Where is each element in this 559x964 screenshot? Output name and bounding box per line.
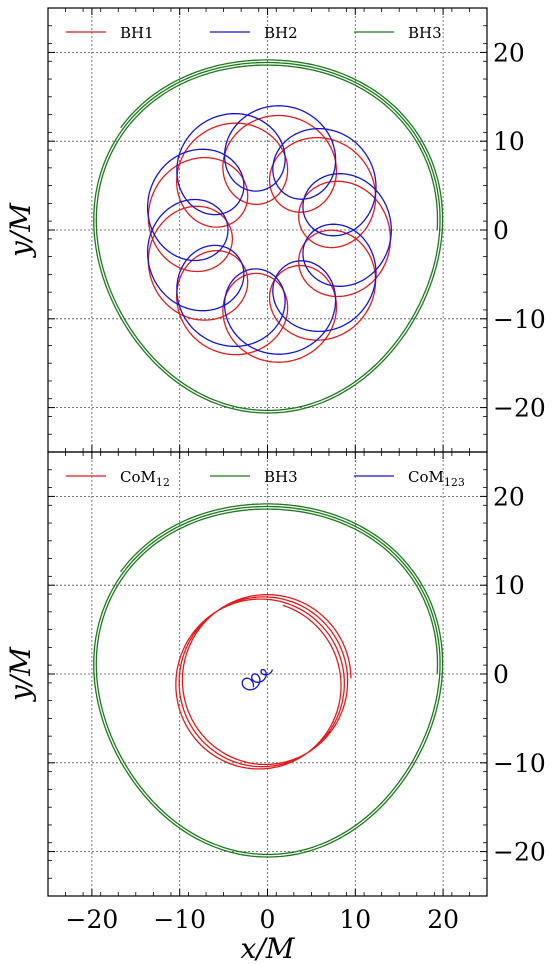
y-tick-label: 20: [493, 482, 525, 511]
legend-label: CoM123: [408, 468, 465, 489]
y-tick-label: −10: [493, 305, 546, 334]
x-tick-label: 0: [260, 905, 276, 934]
series-line-com12: [175, 593, 352, 770]
series-line-com123: [241, 668, 274, 691]
bottom-panel-y-axis-label: y/M: [4, 646, 37, 703]
legend-label: BH3: [264, 468, 298, 486]
y-tick-label: 0: [493, 660, 509, 689]
series-line-bh3: [93, 503, 444, 858]
legend-label: BH1: [120, 24, 154, 42]
y-tick-label: 0: [493, 216, 509, 245]
top-panel: −20 −10 0 10 20 BH1 BH2 BH3 y/M: [4, 7, 546, 453]
legend-label: BH3: [408, 24, 442, 42]
x-tick-label: −20: [66, 905, 119, 934]
top-panel-y-axis-label: y/M: [4, 202, 37, 259]
bottom-panel: −20 −10 0 10 20 −20 −10 0 10 20 CoM12 BH3 CoM123 y/…: [4, 451, 546, 964]
y-tick-label: 20: [493, 38, 525, 67]
series-line-bh2: [146, 105, 392, 355]
x-tick-label: −10: [153, 905, 206, 934]
y-tick-label: −10: [493, 749, 546, 778]
y-tick-label: 10: [493, 571, 525, 600]
x-tick-label: 20: [427, 905, 459, 934]
series-line-bh3: [93, 59, 444, 414]
y-tick-label: 10: [493, 127, 525, 156]
y-tick-label: −20: [493, 394, 546, 423]
y-tick-label: −20: [493, 838, 546, 867]
bottom-panel-x-axis-label: x/M: [241, 932, 296, 964]
legend-label: BH2: [264, 24, 298, 42]
legend-label: CoM12: [120, 468, 170, 489]
x-tick-label: 10: [339, 905, 371, 934]
series-line-bh1: [147, 114, 392, 363]
